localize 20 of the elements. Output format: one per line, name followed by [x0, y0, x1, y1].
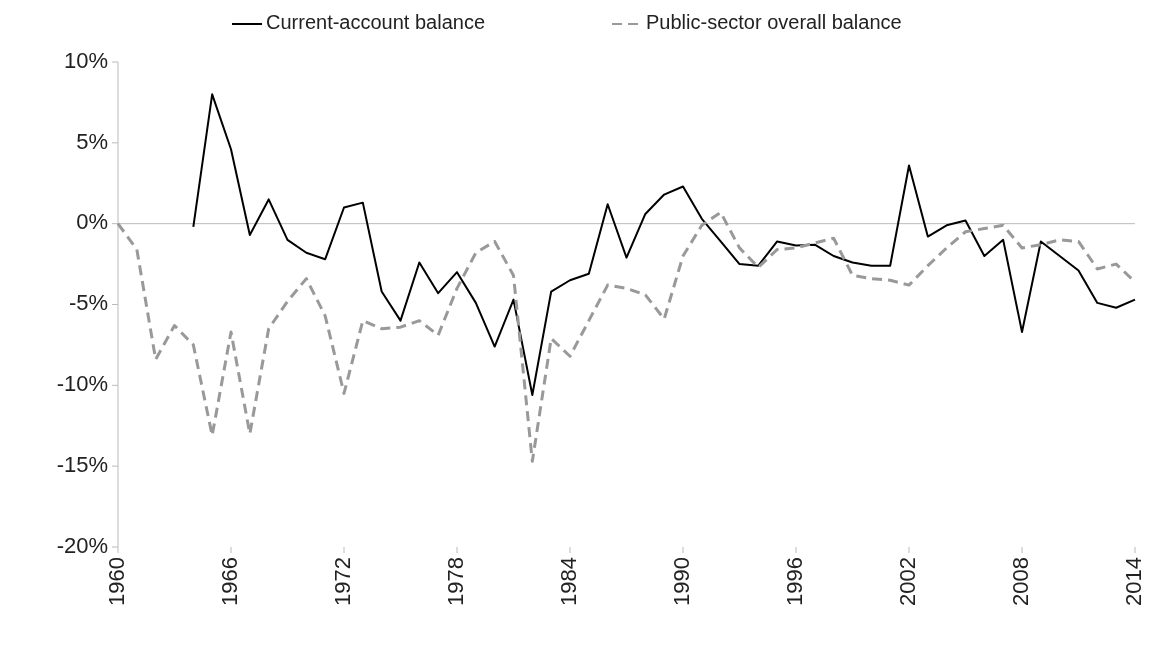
x-tick-label: 1990: [668, 557, 694, 606]
x-tick-label: 1996: [781, 557, 807, 606]
legend-label: Current-account balance: [266, 11, 486, 34]
y-tick-label: 10%: [63, 47, 108, 73]
legend-label: Public-sector overall balance: [646, 11, 902, 34]
y-tick-label: 0%: [76, 209, 108, 235]
y-tick-label: 5%: [76, 128, 108, 154]
x-tick-label: 2014: [1120, 557, 1146, 606]
x-tick-label: 2008: [1007, 557, 1033, 606]
x-tick-label: 1966: [216, 557, 242, 606]
x-tick-label: 1978: [442, 557, 468, 606]
x-tick-label: 2002: [894, 557, 920, 606]
y-tick-label: -20%: [56, 532, 108, 558]
line-series: [192, 93, 1136, 397]
x-tick-label: 1960: [103, 557, 129, 606]
x-tick-label: 1984: [555, 557, 581, 606]
y-tick-label: -5%: [68, 290, 108, 316]
y-tick-label: -15%: [56, 451, 108, 477]
y-tick-label: -10%: [56, 371, 108, 397]
x-tick-label: 1972: [329, 557, 355, 606]
